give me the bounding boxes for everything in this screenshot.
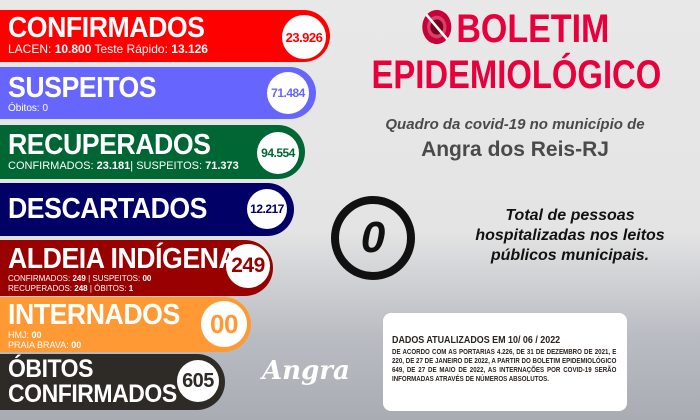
hospitalized-count: 0 <box>331 196 415 280</box>
descartados-value: 12.217 <box>247 189 287 229</box>
confirmados-breakdown: LACEN: 10.800 Teste Rápido: 13.126 <box>8 42 208 56</box>
obitos-title-2: CONFIRMADOS <box>8 380 177 408</box>
header-line-1: BOLETIM <box>366 6 664 52</box>
suspeitos-title: SUSPEITOS <box>8 72 157 104</box>
recuperados-title: RECUPERADOS <box>8 129 211 161</box>
update-text: DE ACORDO COM AS PORTARIAS 4.226, DE 31 … <box>392 349 617 383</box>
descartados-card: DESCARTADOS <box>0 183 294 236</box>
obitos-title-1: ÓBITOS <box>8 355 93 383</box>
internados-title: INTERNADOS <box>8 299 180 331</box>
internados-hmj: HMJ: 00 <box>8 330 42 340</box>
hospitalized-label: Total de pessoas hospitalizadas nos leit… <box>475 207 665 264</box>
angra-logo: Angra <box>262 356 350 386</box>
aldeia-line1: CONFIRMADOS: 249 | SUSPEITOS: 00 <box>8 274 152 283</box>
confirmados-card: CONFIRMADOS LACEN: 10.800 Teste Rápido: … <box>0 10 330 62</box>
header: BOLETIM EPIDEMIOLÓGICO <box>340 6 690 98</box>
suspeitos-value: 71.484 <box>267 72 309 114</box>
suspeitos-card: SUSPEITOS Óbitos: 0 <box>0 67 316 119</box>
aldeia-value: 249 <box>226 244 270 288</box>
aldeia-card: ALDEIA INDÍGENA CONFIRMADOS: 249 | SUSPE… <box>0 240 273 296</box>
internados-value: 00 <box>201 301 247 347</box>
aldeia-line2: RECUPERADOS: 248 | ÓBITOS: 1 <box>8 284 134 293</box>
confirmados-value: 23.926 <box>282 15 326 59</box>
header-city: Angra dos Reis-RJ <box>421 138 609 161</box>
suspeitos-obitos: Óbitos: 0 <box>8 103 49 114</box>
internados-praia-brava: PRAIA BRAVA: 00 <box>8 340 82 350</box>
confirmados-title: CONFIRMADOS <box>8 12 205 44</box>
virus-block-icon <box>422 9 452 45</box>
recuperados-value: 94.554 <box>257 132 299 174</box>
recuperados-card: RECUPERADOS CONFIRMADOS: 23.181| SUSPEIT… <box>0 125 305 179</box>
obitos-value: 605 <box>177 360 219 402</box>
update-info-box: DADOS ATUALIZADOS EM 10/ 06 / 2022 DE AC… <box>383 313 627 411</box>
header-subtitle: Quadro da covid-19 no município de <box>385 116 645 133</box>
aldeia-title: ALDEIA INDÍGENA <box>8 243 238 275</box>
descartados-title: DESCARTADOS <box>8 193 208 225</box>
recuperados-breakdown: CONFIRMADOS: 23.181| SUSPEITOS: 71.373 <box>8 160 239 172</box>
header-line-2: EPIDEMIOLÓGICO <box>371 53 662 97</box>
update-heading: DADOS ATUALIZADOS EM 10/ 06 / 2022 <box>392 334 561 346</box>
